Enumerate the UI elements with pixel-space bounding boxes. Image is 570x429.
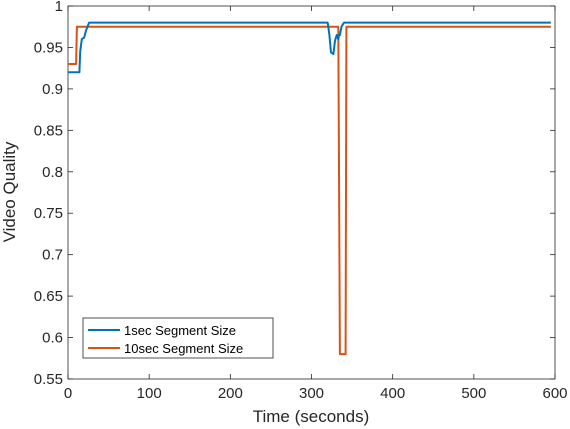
y-tick-label: 0.85 bbox=[34, 122, 63, 139]
y-tick-label: 0.95 bbox=[34, 39, 63, 56]
y-tick-label: 0.55 bbox=[34, 371, 63, 388]
x-tick-label: 200 bbox=[218, 385, 243, 402]
x-axis-label: Time (seconds) bbox=[253, 407, 370, 426]
y-tick-label: 0.75 bbox=[34, 205, 63, 222]
legend-box bbox=[82, 317, 274, 359]
x-tick-label: 100 bbox=[137, 385, 162, 402]
x-tick-label: 300 bbox=[299, 385, 324, 402]
y-tick-label: 0.6 bbox=[42, 330, 63, 347]
y-tick-label: 0.8 bbox=[42, 164, 63, 181]
x-tick-label: 400 bbox=[380, 385, 405, 402]
plot-area bbox=[67, 5, 556, 380]
series-line-1sec bbox=[67, 21, 551, 74]
series-line-10sec bbox=[67, 25, 551, 356]
y-tick-label: 0.9 bbox=[42, 81, 63, 98]
legend: 1sec Segment Size 10sec Segment Size bbox=[82, 317, 274, 359]
legend-label-10sec: 10sec Segment Size bbox=[124, 341, 243, 356]
series-lines bbox=[67, 21, 551, 356]
x-tick-label: 500 bbox=[461, 385, 486, 402]
y-tick-label: 1 bbox=[55, 0, 63, 15]
axis-ticks: 0 100 200 300 400 500 600 0.55 0.6 0.65 0.7 0.75 0.8… bbox=[34, 0, 568, 402]
y-axis-label: Video Quality bbox=[0, 141, 19, 242]
x-tick-label: 0 bbox=[64, 385, 72, 402]
y-tick-label: 0.7 bbox=[42, 247, 63, 264]
legend-label-1sec: 1sec Segment Size bbox=[124, 323, 236, 338]
y-tick-label: 0.65 bbox=[34, 288, 63, 305]
x-tick-label: 600 bbox=[542, 385, 567, 402]
